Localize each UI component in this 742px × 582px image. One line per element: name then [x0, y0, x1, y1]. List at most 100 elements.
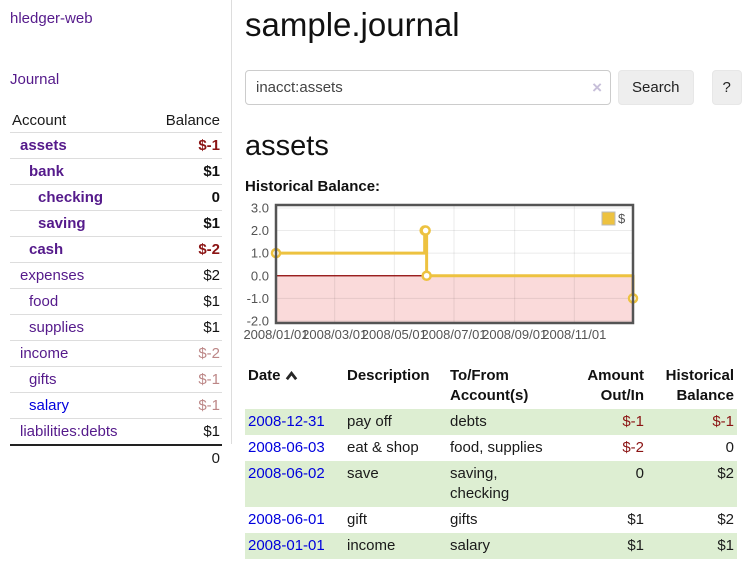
- transaction-date-link[interactable]: 2008-06-03: [248, 439, 325, 456]
- account-row: gifts $-1: [10, 366, 222, 393]
- svg-text:2008/09/01: 2008/09/01: [482, 327, 547, 342]
- account-balance: $2: [148, 262, 222, 289]
- app-title-link[interactable]: hledger-web: [10, 10, 93, 27]
- register-header-date[interactable]: Date: [245, 363, 344, 409]
- svg-text:-2.0: -2.0: [247, 313, 269, 328]
- account-balance: $1: [148, 158, 222, 185]
- transaction-amount: $1: [627, 511, 644, 528]
- search-box: ×: [245, 70, 611, 105]
- account-row: salary $-1: [10, 392, 222, 419]
- sidebar: hledger-web Journal Account Balance asse…: [0, 0, 232, 471]
- chart-title: Historical Balance:: [245, 178, 381, 195]
- search-input[interactable]: [245, 70, 611, 105]
- transaction-balance: $2: [717, 511, 734, 528]
- search-button[interactable]: Search: [618, 70, 694, 105]
- transaction-amount: 0: [635, 465, 644, 482]
- svg-text:2008/11/01: 2008/11/01: [542, 327, 606, 342]
- account-balance: $1: [148, 314, 222, 341]
- transaction-accounts: debts: [450, 413, 487, 430]
- account-link-cash[interactable]: cash: [29, 241, 64, 258]
- transaction-amount: $-2: [622, 439, 644, 456]
- transaction-balance: $-1: [712, 413, 734, 430]
- svg-text:2.0: 2.0: [251, 223, 269, 238]
- transaction-accounts: saving, checking: [450, 465, 510, 502]
- accounts-total-row: 0: [10, 444, 222, 471]
- account-link-food[interactable]: food: [29, 293, 59, 310]
- account-row: bank $1: [10, 158, 222, 185]
- account-row: expenses $2: [10, 262, 222, 289]
- register-row: 2008-06-03 eat & shop food, supplies $-2…: [245, 435, 737, 461]
- account-link-assets[interactable]: assets: [20, 137, 67, 154]
- register-row: 2008-01-01 income salary $1 $1: [245, 533, 737, 559]
- page-title: sample.journal: [245, 6, 460, 43]
- account-row: cash $-2: [10, 236, 222, 263]
- svg-text:-1.0: -1.0: [247, 291, 269, 306]
- transaction-accounts: gifts: [450, 511, 478, 528]
- page: hledger-web Journal Account Balance asse…: [0, 0, 742, 559]
- transaction-amount: $1: [627, 537, 644, 554]
- sidebar-item-journal[interactable]: Journal: [10, 71, 60, 88]
- transaction-balance: $2: [717, 465, 734, 482]
- account-link-liabilities-debts[interactable]: liabilities:debts: [20, 423, 118, 440]
- transaction-description: save: [347, 465, 379, 482]
- transaction-accounts: food, supplies: [450, 439, 543, 456]
- clear-search-icon[interactable]: ×: [592, 78, 602, 97]
- account-row: supplies $1: [10, 314, 222, 341]
- register-header-balance: Historical Balance: [665, 367, 734, 404]
- transaction-date-link[interactable]: 2008-12-31: [248, 413, 325, 430]
- main-content: sample.journal × Search ? assets Histori…: [232, 0, 742, 559]
- account-link-salary[interactable]: salary: [29, 397, 70, 414]
- transaction-accounts: salary: [450, 537, 491, 554]
- svg-text:2008/07/01: 2008/07/01: [421, 327, 486, 342]
- register-row: 2008-12-31 pay off debts $-1 $-1: [245, 409, 737, 435]
- account-row: food $1: [10, 288, 222, 315]
- svg-text:3.0: 3.0: [251, 200, 269, 215]
- transaction-balance: $1: [717, 537, 734, 554]
- account-row: liabilities:debts $1: [10, 418, 222, 445]
- register-table: Date Description To/From Account(s) Amou…: [245, 363, 737, 559]
- account-link-expenses[interactable]: expenses: [20, 267, 85, 284]
- sort-asc-icon: [285, 370, 297, 381]
- transaction-date-link[interactable]: 2008-06-01: [248, 511, 325, 528]
- account-balance: $1: [148, 210, 222, 237]
- account-balance: $-1: [148, 132, 222, 159]
- account-link-saving[interactable]: saving: [38, 215, 86, 232]
- help-button[interactable]: ?: [711, 70, 742, 105]
- account-row: income $-2: [10, 340, 222, 367]
- account-row: checking 0: [10, 184, 222, 211]
- historical-balance-chart[interactable]: $3.0 2.0 1.0 0.0 -1.0 -2.02008/01/012008/03/0…: [236, 200, 648, 348]
- account-link-checking[interactable]: checking: [38, 189, 104, 206]
- account-balance: $1: [148, 288, 222, 315]
- transaction-date-link[interactable]: 2008-01-01: [248, 537, 325, 554]
- account-link-income[interactable]: income: [20, 345, 69, 362]
- transaction-description: pay off: [347, 413, 392, 430]
- svg-text:2008/03/01: 2008/03/01: [302, 327, 367, 342]
- svg-text:2008/01/01: 2008/01/01: [243, 327, 308, 342]
- accounts-header-balance: Balance: [165, 112, 220, 129]
- account-balance: $-2: [148, 236, 222, 263]
- register-row: 2008-06-02 save saving, checking 0 $2: [245, 461, 737, 507]
- account-link-supplies[interactable]: supplies: [29, 319, 85, 336]
- account-balance: $-1: [148, 366, 222, 393]
- svg-text:2008/05/01: 2008/05/01: [362, 327, 427, 342]
- register-row: 2008-06-01 gift gifts $1 $2: [245, 507, 737, 533]
- search-form: × Search ?: [245, 70, 742, 105]
- svg-text:$: $: [618, 211, 626, 226]
- transaction-balance: 0: [725, 439, 734, 456]
- svg-text:0.0: 0.0: [251, 268, 269, 283]
- account-link-gifts[interactable]: gifts: [29, 371, 57, 388]
- account-balance: 0: [148, 184, 222, 211]
- accounts-header-account: Account: [12, 112, 67, 129]
- transaction-amount: $-1: [622, 413, 644, 430]
- svg-text:1.0: 1.0: [251, 246, 269, 261]
- transaction-date-link[interactable]: 2008-06-02: [248, 465, 325, 482]
- transaction-description: eat & shop: [347, 439, 419, 456]
- account-row: assets $-1: [10, 132, 222, 159]
- register-header-description: Description: [347, 367, 430, 384]
- account-balance: $-2: [148, 340, 222, 367]
- accounts-table: Account Balance assets $-1 bank $1 checkin…: [10, 109, 222, 471]
- transaction-description: gift: [347, 511, 368, 528]
- register-header-amount: Amount Out/In: [587, 367, 644, 404]
- account-link-bank[interactable]: bank: [29, 163, 65, 180]
- account-balance: $1: [148, 418, 222, 445]
